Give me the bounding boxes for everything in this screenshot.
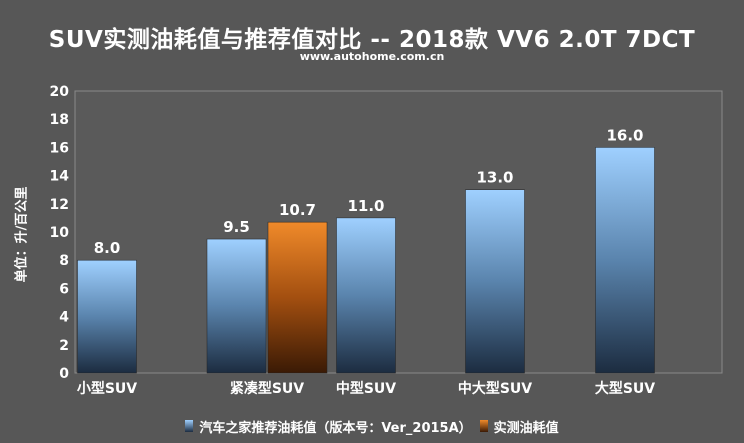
legend-item-measured: 实测油耗值: [479, 417, 559, 436]
chart-title: SUV实测油耗值与推荐值对比 -- 2018款 VV6 2.0T 7DCT: [48, 27, 696, 53]
bar: [465, 189, 525, 374]
y-tick-label: 8: [59, 253, 69, 269]
x-tick-label: 小型SUV: [77, 380, 137, 397]
y-tick-label: 6: [59, 281, 69, 297]
legend-label: 实测油耗值: [493, 421, 559, 436]
x-tick-label: 中大型SUV: [458, 380, 532, 397]
y-tick-label: 18: [50, 112, 69, 128]
data-label: 11.0: [347, 197, 384, 215]
x-tick-label: 大型SUV: [595, 380, 655, 397]
y-tick-label: 14: [50, 169, 70, 185]
bar: [336, 217, 396, 374]
legend: 汽车之家推荐油耗值（版本号：Ver_2015A） 实测油耗值: [0, 417, 744, 436]
bar: [77, 259, 137, 374]
y-tick-label: 0: [59, 366, 69, 382]
y-tick-label: 4: [59, 310, 69, 326]
legend-swatch-orange: [479, 420, 488, 432]
legend-label: 汽车之家推荐油耗值（版本号：Ver_2015A）: [199, 421, 472, 436]
x-tick-label: 中型SUV: [336, 380, 396, 397]
legend-item-recommended: 汽车之家推荐油耗值（版本号：Ver_2015A）: [185, 417, 472, 436]
y-tick-label: 12: [50, 197, 69, 213]
x-tick-label: 紧凑型SUV: [230, 380, 304, 397]
y-tick-label: 10: [50, 225, 70, 241]
y-tick-label: 16: [50, 140, 69, 156]
data-label: 13.0: [476, 169, 513, 187]
data-label: 16.0: [606, 126, 643, 144]
y-tick-label: 2: [59, 338, 69, 354]
legend-swatch-blue: [185, 420, 194, 432]
chart-subtitle: www.autohome.com.cn: [299, 50, 445, 63]
data-label: 10.7: [279, 201, 316, 219]
data-label: 8.0: [94, 239, 121, 257]
bar: [206, 238, 267, 374]
bar: [267, 221, 328, 374]
bar: [595, 147, 655, 374]
data-label: 9.5: [223, 218, 250, 236]
y-tick-label: 20: [50, 84, 70, 100]
